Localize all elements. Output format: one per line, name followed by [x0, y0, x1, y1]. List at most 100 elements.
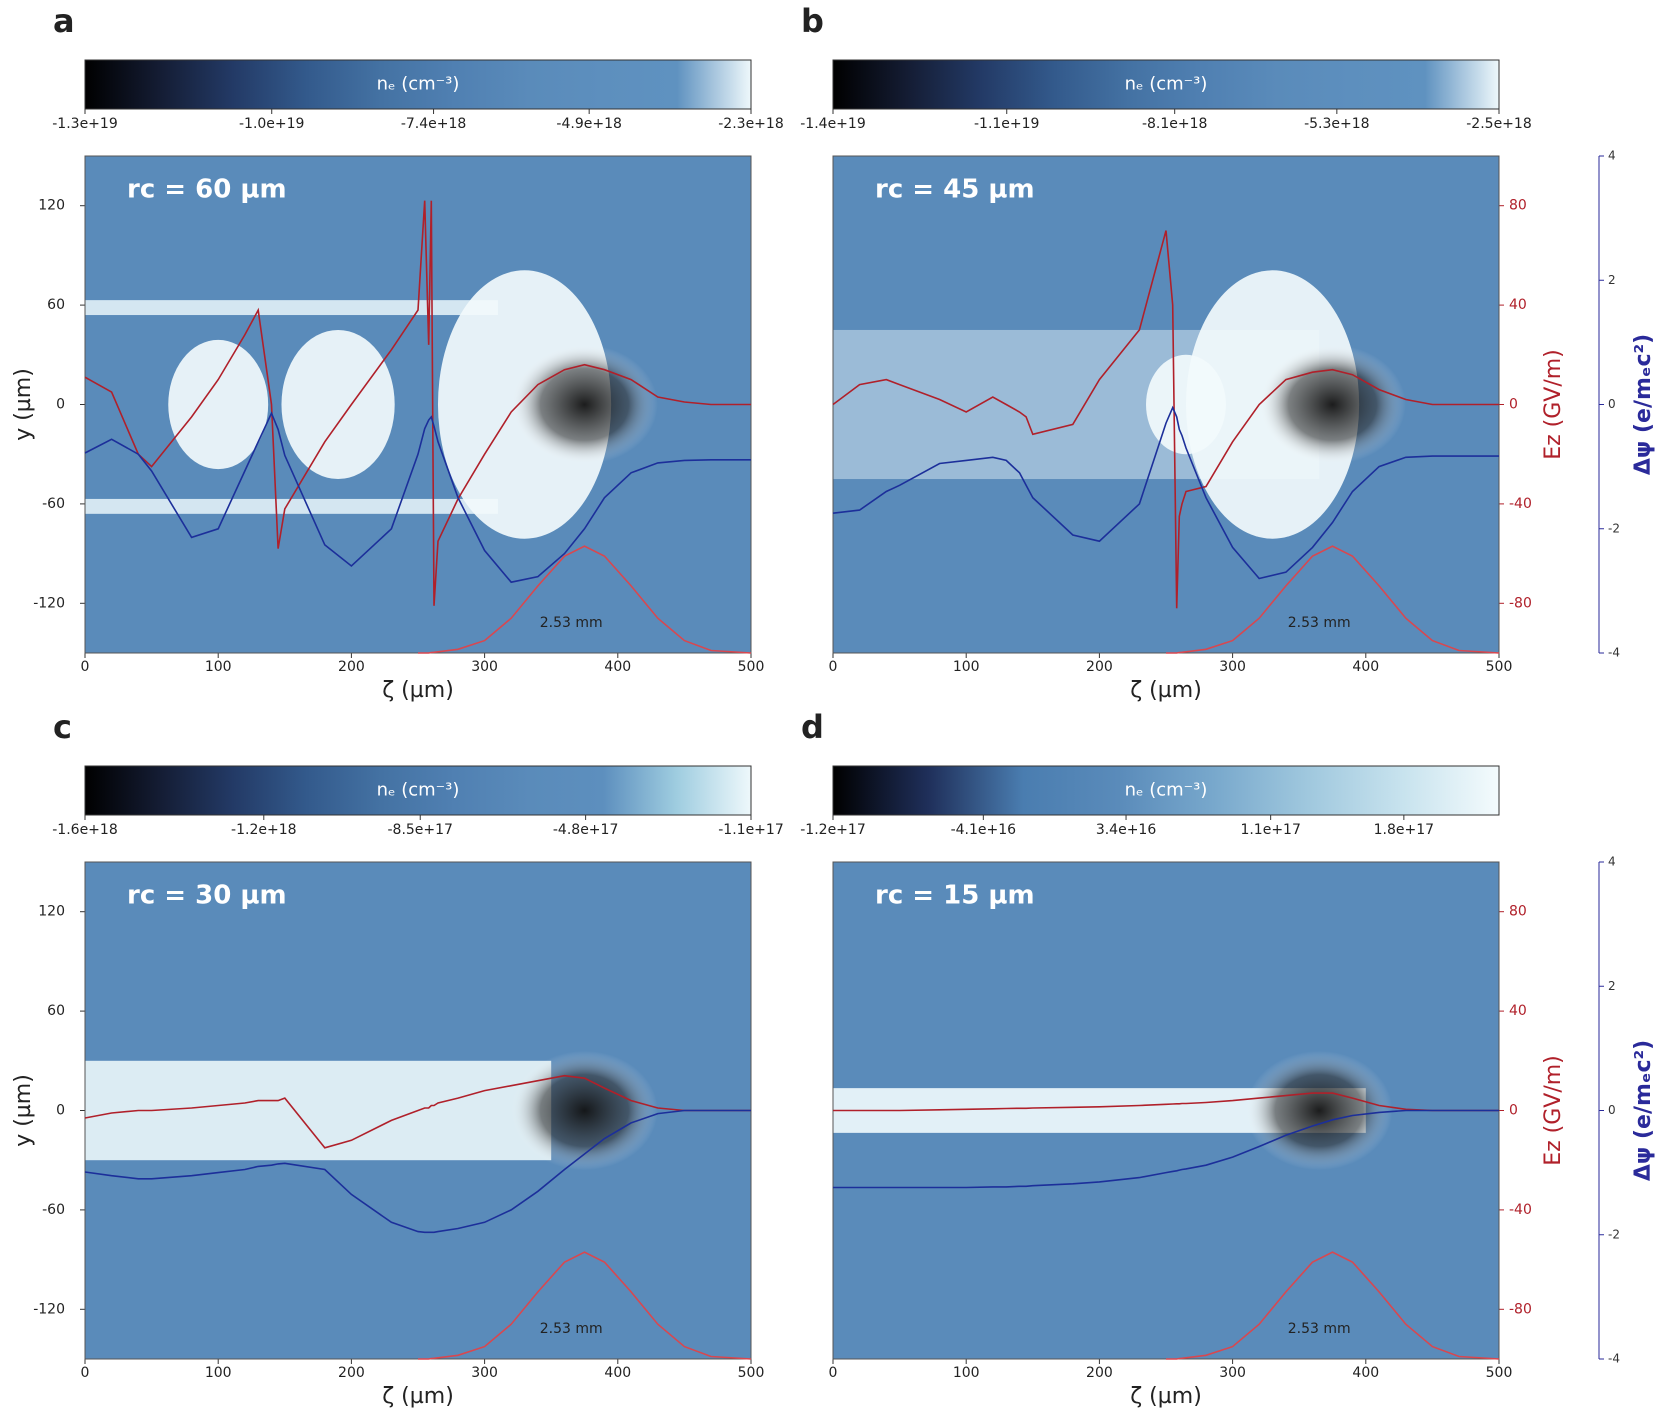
- x-tick-label: 100: [953, 659, 980, 675]
- colorbar-tick-label: -7.4e+18: [401, 116, 466, 132]
- colorbar-label: nₑ (cm⁻³): [377, 74, 460, 95]
- colorbar-label: nₑ (cm⁻³): [377, 780, 460, 801]
- y2-tick-label: 0: [1509, 1103, 1518, 1119]
- y3-tick-label: 0: [1608, 397, 1616, 411]
- x-tick-label: 300: [1219, 1365, 1246, 1381]
- x-tick-label: 200: [338, 1365, 365, 1381]
- bunch-note: 2.53 mm: [1288, 1321, 1351, 1337]
- x-tick-label: 100: [953, 1365, 980, 1381]
- x-tick-label: 400: [1352, 1365, 1379, 1381]
- colorbar-tick-label: -1.3e+19: [52, 116, 117, 132]
- density-bubble: [168, 340, 268, 469]
- x-tick-label: 200: [1086, 1365, 1113, 1381]
- y-tick-label: -60: [42, 1202, 65, 1218]
- colorbar-tick-label: -1.2e+17: [800, 822, 865, 838]
- x-tick-label: 0: [81, 1365, 90, 1381]
- y-tick-label: 0: [56, 1103, 65, 1119]
- y3-tick-label: -2: [1608, 521, 1620, 535]
- panel-label: c: [53, 708, 72, 746]
- y2-tick-label: 0: [1509, 397, 1518, 413]
- y2-tick-label: 80: [1509, 198, 1527, 214]
- x-tick-label: 400: [604, 1365, 631, 1381]
- y-tick-label: 120: [38, 904, 65, 920]
- panel-label: d: [801, 708, 824, 746]
- colorbar-tick-label: -5.3e+18: [1304, 116, 1369, 132]
- y-axis-label: y (µm): [11, 1074, 36, 1147]
- panel-label: b: [801, 2, 824, 40]
- y-tick-label: 60: [47, 297, 65, 313]
- colorbar-tick-label: -2.5e+18: [1466, 116, 1531, 132]
- rc-annotation: rc = 30 µm: [127, 881, 287, 911]
- colorbar-label: nₑ (cm⁻³): [1125, 780, 1208, 801]
- colorbar-tick-label: -4.9e+18: [556, 116, 621, 132]
- colorbar-tick-label: -1.1e+19: [974, 116, 1039, 132]
- y2-tick-label: -80: [1509, 1301, 1532, 1317]
- y3-tick-label: 2: [1608, 273, 1616, 287]
- bunch-density: [511, 1051, 658, 1170]
- x-tick-label: 500: [738, 659, 765, 675]
- y-tick-label: 60: [47, 1003, 65, 1019]
- y3-tick-label: -4: [1608, 646, 1620, 660]
- y2-tick-label: 40: [1509, 297, 1527, 313]
- x-tick-label: 500: [1486, 659, 1513, 675]
- y-tick-label: -60: [42, 496, 65, 512]
- rc-annotation: rc = 15 µm: [875, 881, 1035, 911]
- y-tick-label: -120: [33, 1301, 65, 1317]
- colorbar-tick-label: 1.1e+17: [1240, 822, 1300, 838]
- x-tick-label: 300: [471, 1365, 498, 1381]
- colorbar-tick-label: -4.1e+16: [951, 822, 1017, 838]
- y3-tick-label: 2: [1608, 979, 1616, 993]
- bunch-note: 2.53 mm: [1288, 615, 1351, 631]
- x-tick-label: 300: [1219, 659, 1246, 675]
- density-channel: [85, 499, 498, 514]
- x-tick-label: 100: [205, 1365, 232, 1381]
- density-channel: [85, 300, 498, 315]
- y2-tick-label: 40: [1509, 1003, 1527, 1019]
- x-axis-label: ζ (µm): [382, 1384, 454, 1409]
- figure: anₑ (cm⁻³)-1.3e+19-1.0e+19-7.4e+18-4.9e+…: [0, 0, 1659, 1410]
- x-tick-label: 400: [1352, 659, 1379, 675]
- colorbar-tick-label: -1.4e+19: [800, 116, 865, 132]
- colorbar-tick-label: -1.6e+18: [52, 822, 117, 838]
- bunch-note: 2.53 mm: [540, 1321, 603, 1337]
- y3-tick-label: 0: [1608, 1103, 1616, 1117]
- y2-axis-label: Ez (GV/m): [1541, 349, 1566, 460]
- x-tick-label: 200: [1086, 659, 1113, 675]
- x-tick-label: 0: [829, 1365, 838, 1381]
- y2-tick-label: 80: [1509, 904, 1527, 920]
- bunch-density: [511, 345, 658, 464]
- y3-axis-label: Δψ (e/mₑc²): [1631, 1040, 1656, 1181]
- y3-tick-label: 4: [1608, 855, 1616, 869]
- colorbar-tick-label: 1.8e+17: [1374, 822, 1434, 838]
- y3-tick-label: 4: [1608, 149, 1616, 163]
- rc-annotation: rc = 60 µm: [127, 175, 287, 205]
- x-tick-label: 500: [1486, 1365, 1513, 1381]
- x-tick-label: 0: [81, 659, 90, 675]
- colorbar-tick-label: -8.1e+18: [1142, 116, 1207, 132]
- density-bubble: [281, 330, 394, 479]
- rc-annotation: rc = 45 µm: [875, 175, 1035, 205]
- y-tick-label: -120: [33, 595, 65, 611]
- x-tick-label: 400: [604, 659, 631, 675]
- y2-tick-label: -40: [1509, 1202, 1532, 1218]
- colorbar-label: nₑ (cm⁻³): [1125, 74, 1208, 95]
- y-tick-label: 0: [56, 397, 65, 413]
- y-tick-label: 120: [38, 198, 65, 214]
- x-tick-label: 100: [205, 659, 232, 675]
- y2-tick-label: -80: [1509, 595, 1532, 611]
- x-tick-label: 500: [738, 1365, 765, 1381]
- colorbar-tick-label: -4.8e+17: [553, 822, 618, 838]
- x-tick-label: 200: [338, 659, 365, 675]
- y2-tick-label: -40: [1509, 496, 1532, 512]
- colorbar-tick-label: -1.1e+17: [718, 822, 783, 838]
- x-tick-label: 0: [829, 659, 838, 675]
- y2-axis-label: Ez (GV/m): [1541, 1055, 1566, 1166]
- colorbar-tick-label: 3.4e+16: [1096, 822, 1157, 838]
- colorbar-tick-label: -2.3e+18: [718, 116, 783, 132]
- bunch-density: [1259, 345, 1406, 464]
- y3-axis-label: Δψ (e/mₑc²): [1631, 334, 1656, 475]
- x-axis-label: ζ (µm): [1130, 678, 1202, 703]
- y3-tick-label: -2: [1608, 1227, 1620, 1241]
- x-axis-label: ζ (µm): [1130, 1384, 1202, 1409]
- bunch-density: [1246, 1051, 1393, 1170]
